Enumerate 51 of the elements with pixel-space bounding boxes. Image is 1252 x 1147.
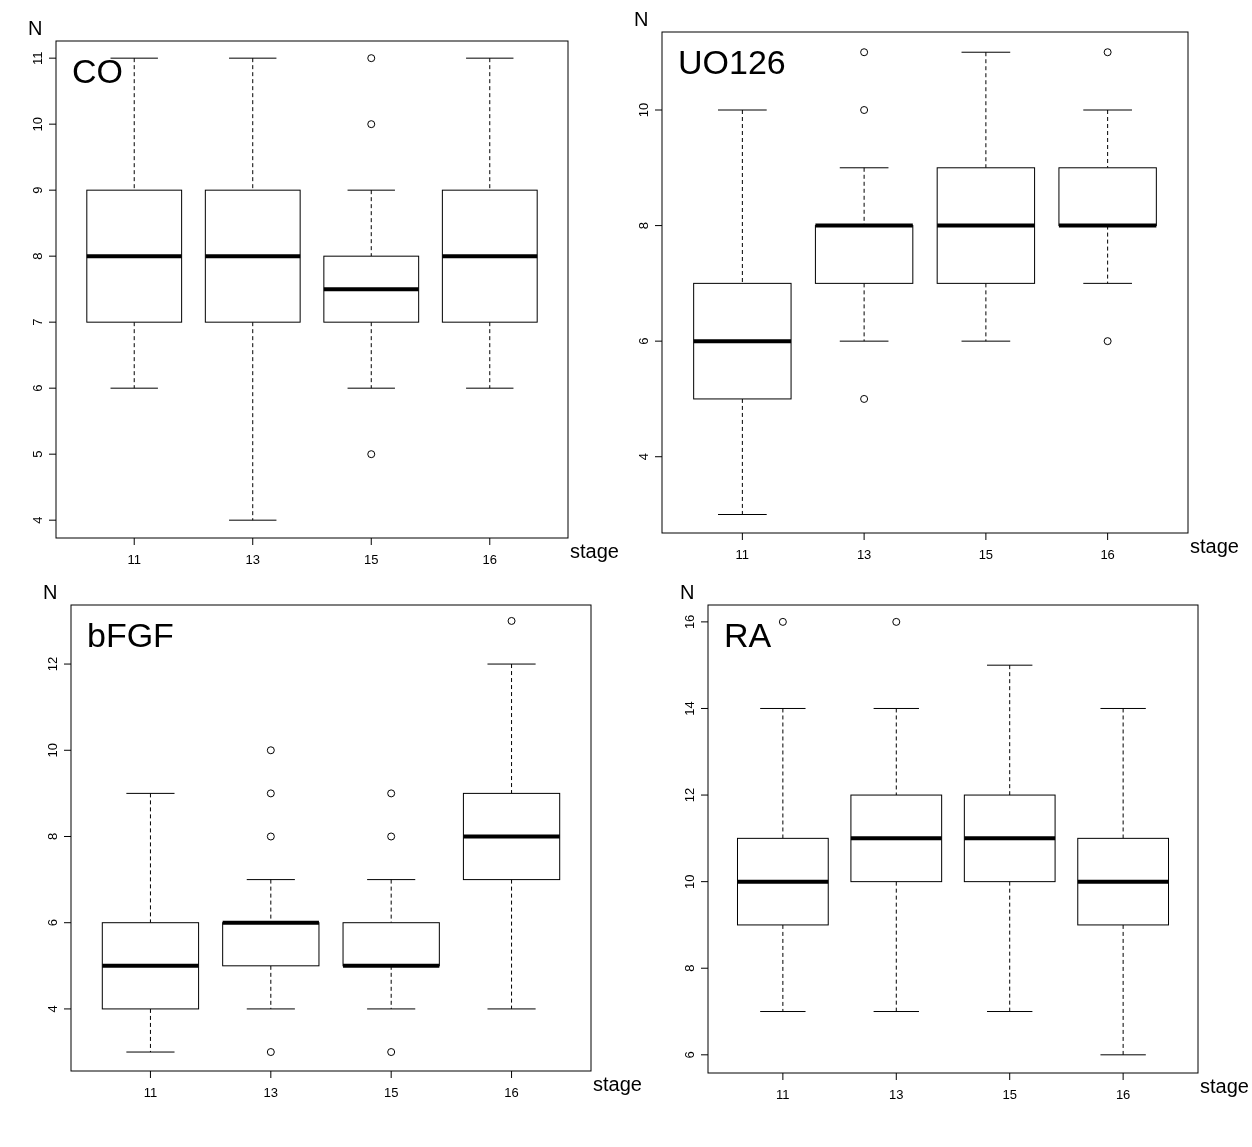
y-tick-label: 9 — [30, 186, 45, 194]
chart-title: UO126 — [678, 43, 786, 81]
y-tick-label: 4 — [30, 516, 45, 524]
y-tick-label: 5 — [30, 450, 45, 458]
y-tick-label: 6 — [636, 337, 651, 345]
y-tick-label: 8 — [682, 964, 697, 972]
y-tick-label: 8 — [636, 221, 651, 230]
x-tick-label: 11 — [735, 547, 750, 562]
y-tick-label: 8 — [45, 832, 60, 841]
y-tick-label: 11 — [30, 51, 45, 65]
x-tick-label: 13 — [856, 547, 872, 562]
chart-title: bFGF — [87, 616, 174, 654]
y-tick-label: 10 — [30, 116, 45, 132]
y-axis-title: N — [634, 8, 649, 30]
chart-title: RA — [724, 616, 772, 654]
y-axis-title: N — [43, 581, 58, 603]
x-axis-title: stage — [1190, 535, 1239, 557]
y-axis-title: N — [28, 17, 43, 39]
y-tick-label: 12 — [45, 656, 60, 672]
x-axis-title: stage — [1200, 1075, 1249, 1097]
y-axis-title: N — [680, 581, 695, 603]
y-tick-label: 4 — [636, 453, 651, 461]
y-tick-label: 12 — [682, 787, 697, 803]
y-tick-label: 7 — [30, 318, 45, 326]
x-tick-label: 15 — [383, 1085, 399, 1100]
x-tick-label: 11 — [127, 552, 141, 567]
x-tick-label: 11 — [143, 1085, 158, 1100]
chart-title: CO — [72, 52, 123, 90]
x-axis-title: stage — [570, 540, 619, 562]
y-tick-label: 10 — [682, 874, 697, 889]
y-tick-label: 6 — [682, 1051, 697, 1059]
x-tick-label: 16 — [482, 552, 498, 567]
x-tick-label: 13 — [889, 1087, 904, 1102]
y-tick-label: 10 — [45, 743, 60, 758]
y-tick-label: 6 — [30, 384, 45, 392]
y-tick-label: 8 — [30, 252, 45, 260]
x-tick-label: 13 — [245, 552, 260, 567]
x-tick-label: 15 — [978, 547, 994, 562]
y-tick-label: 6 — [45, 919, 60, 927]
x-tick-label: 16 — [504, 1085, 519, 1100]
x-tick-label: 11 — [776, 1087, 790, 1102]
x-tick-label: 16 — [1100, 547, 1115, 562]
y-tick-label: 10 — [636, 102, 651, 118]
y-tick-label: 14 — [682, 701, 697, 716]
x-tick-label: 13 — [263, 1085, 279, 1100]
x-tick-label: 15 — [1002, 1087, 1017, 1102]
x-tick-label: 16 — [1115, 1087, 1131, 1102]
y-tick-label: 4 — [45, 1005, 60, 1013]
x-tick-label: 15 — [364, 552, 379, 567]
x-axis-title: stage — [593, 1073, 642, 1095]
y-tick-label: 16 — [682, 614, 697, 630]
